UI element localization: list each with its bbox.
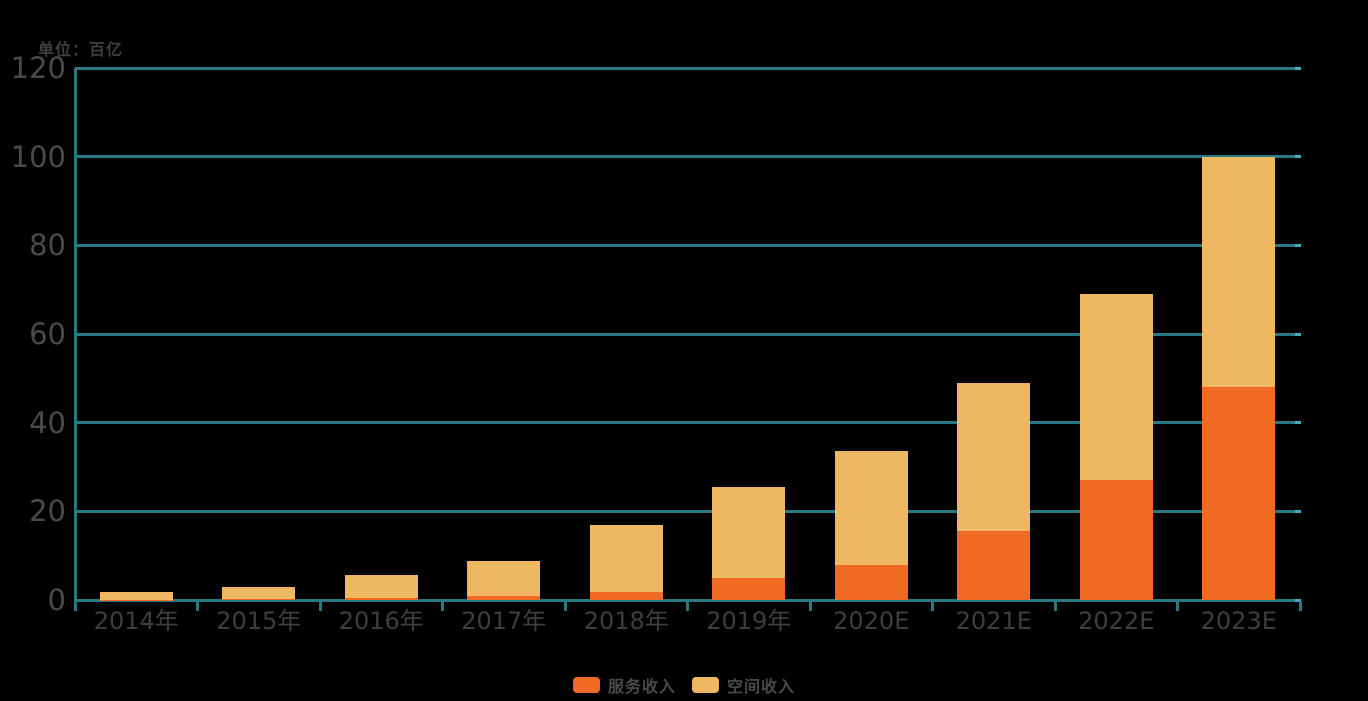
gridline-80	[75, 243, 1301, 247]
x-axis-label-2014年: 2014年	[93, 607, 179, 635]
bar-2022E-空间收入	[1079, 294, 1153, 481]
bar-2017年-服务收入	[467, 596, 541, 600]
legend: 服务收入 空间收入	[572, 673, 795, 697]
x-axis-label-2015年: 2015年	[216, 607, 302, 635]
bar-2020E-空间收入	[834, 451, 908, 565]
bar-2016年-空间收入	[344, 575, 418, 598]
x-axis-label-2017年: 2017年	[461, 607, 547, 635]
x-axis-tick	[441, 601, 444, 611]
x-axis-label-2016年: 2016年	[338, 607, 424, 635]
x-axis-label-2023E: 2023E	[1200, 607, 1277, 635]
bar-2020E-服务收入	[834, 564, 908, 600]
bar-2019年-服务收入	[712, 577, 786, 600]
x-axis-tick	[563, 601, 567, 611]
y-axis-label-100: 100	[10, 139, 66, 174]
legend-item-service[interactable]: 服务收入	[572, 673, 676, 697]
y-axis-label-20: 20	[29, 494, 66, 529]
y-axis-label-60: 60	[29, 317, 66, 351]
x-axis-tick	[73, 601, 77, 611]
x-axis-tick	[808, 601, 812, 611]
bar-2014年-空间收入	[99, 592, 173, 600]
gridline-tick-60	[1295, 332, 1301, 336]
gridline-tick-20	[1295, 509, 1301, 513]
legend-label-space: 空间收入	[727, 677, 796, 696]
gridline-100	[75, 155, 1301, 159]
y-axis-label-80: 80	[29, 228, 66, 263]
x-axis-label-2019年: 2019年	[706, 607, 792, 635]
bar-2021E-空间收入	[957, 382, 1031, 532]
bar-2017年-空间收入	[467, 560, 541, 597]
x-axis-tick	[1053, 601, 1057, 611]
legend-label-service: 服务收入	[607, 677, 676, 696]
x-axis-tick	[931, 601, 934, 611]
gridline-tick-100	[1295, 155, 1301, 159]
y-axis-line	[73, 68, 77, 603]
gridline-0	[75, 598, 1301, 602]
bar-2023E-空间收入	[1202, 156, 1276, 388]
bar-2023E-服务收入	[1202, 387, 1276, 600]
bar-2021E-服务收入	[957, 531, 1031, 600]
x-axis-label-2020E: 2020E	[833, 607, 910, 635]
bar-2019年-空间收入	[712, 486, 786, 578]
x-axis-label-2018年: 2018年	[583, 607, 669, 635]
gridline-tick-0	[1295, 598, 1301, 602]
gridline-20	[75, 509, 1301, 513]
gridline-60	[75, 332, 1301, 336]
y-axis-label-120: 120	[10, 51, 66, 85]
bar-2015年-空间收入	[222, 586, 296, 600]
bar-2018年-空间收入	[589, 524, 663, 592]
x-axis-tick	[1298, 601, 1302, 611]
bar-2016年-服务收入	[344, 597, 418, 600]
gridline-tick-40	[1295, 421, 1301, 425]
bar-2018年-服务收入	[589, 592, 663, 600]
bar-2022E-服务收入	[1079, 480, 1153, 600]
x-axis-tick	[318, 601, 322, 611]
x-axis-tick	[1176, 601, 1179, 611]
x-axis-tick	[686, 601, 689, 611]
x-axis-tick	[196, 601, 199, 611]
legend-item-space[interactable]: 空间收入	[692, 673, 795, 697]
x-axis-label-2021E: 2021E	[955, 607, 1032, 635]
gridline-120	[75, 66, 1301, 70]
legend-swatch-space-icon	[692, 677, 719, 693]
unit-label: 单位：百亿	[38, 40, 124, 59]
legend-swatch-service-icon	[572, 677, 600, 693]
y-axis-label-40: 40	[29, 405, 66, 440]
gridline-tick-80	[1295, 243, 1301, 247]
gridline-tick-120	[1295, 66, 1301, 70]
y-axis-label-0: 0	[47, 583, 66, 617]
x-axis-label-2022E: 2022E	[1078, 607, 1155, 635]
bar-2015年-服务收入	[222, 599, 296, 600]
gridline-40	[75, 421, 1301, 425]
